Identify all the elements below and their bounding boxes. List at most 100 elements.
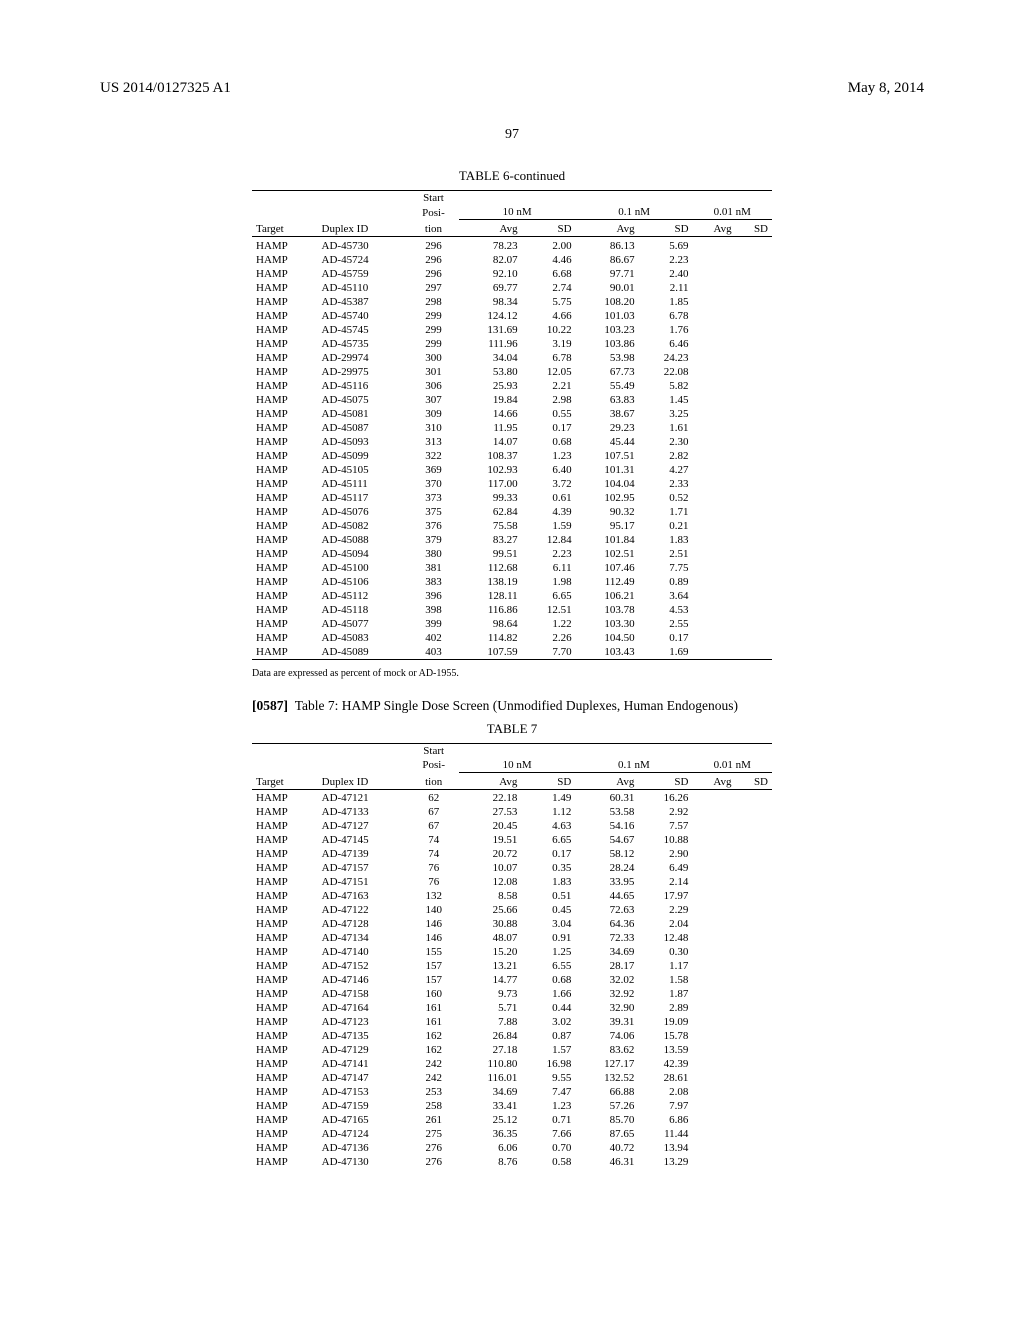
table7-title: TABLE 7 — [252, 721, 772, 737]
table-cell: HAMP — [252, 1015, 318, 1029]
table-cell: HAMP — [252, 295, 318, 309]
table-row: HAMPAD-4507637562.844.3990.321.71 — [252, 505, 772, 519]
table-cell: 6.49 — [638, 861, 692, 875]
table-row: HAMPAD-4508837983.2712.84101.841.83 — [252, 533, 772, 547]
table-cell — [693, 533, 736, 547]
table-cell: AD-45081 — [318, 407, 409, 421]
table-cell: AD-47163 — [318, 889, 409, 903]
table-cell: 32.02 — [575, 973, 638, 987]
table-cell: 53.58 — [575, 805, 638, 819]
table-cell — [736, 267, 772, 281]
table-cell — [736, 631, 772, 645]
table-cell: 15.78 — [638, 1029, 692, 1043]
table-cell: 2.30 — [639, 435, 693, 449]
table-cell: 146 — [408, 917, 459, 931]
table-cell: 30.88 — [459, 917, 521, 931]
table-cell: 45.44 — [576, 435, 639, 449]
col-10nM: 10 nM — [459, 205, 576, 220]
table-cell: 82.07 — [459, 253, 522, 267]
table-cell: 160 — [408, 987, 459, 1001]
table-row: HAMPAD-471336727.531.1253.582.92 — [252, 805, 772, 819]
table-cell: 66.88 — [575, 1085, 638, 1099]
table-cell — [692, 847, 735, 861]
table-cell: AD-47139 — [318, 847, 409, 861]
table-cell — [693, 309, 736, 323]
table-cell: 36.35 — [459, 1127, 521, 1141]
table-cell — [692, 1155, 735, 1169]
table-cell: AD-45099 — [318, 449, 409, 463]
table-cell: 111.96 — [459, 337, 522, 351]
table-row: HAMPAD-2997430034.046.7853.9824.23 — [252, 351, 772, 365]
table-cell: 381 — [408, 561, 458, 575]
table-cell: AD-47127 — [318, 819, 409, 833]
table-cell: 131.69 — [459, 323, 522, 337]
table-cell — [692, 1113, 735, 1127]
table-cell: 13.21 — [459, 959, 521, 973]
table-cell: 0.35 — [521, 861, 575, 875]
col-start-top: Start — [408, 191, 458, 206]
table-cell — [736, 533, 772, 547]
table-cell — [736, 1015, 772, 1029]
table-cell: 399 — [408, 617, 458, 631]
table-cell: 117.00 — [459, 477, 522, 491]
table-cell: HAMP — [252, 645, 318, 659]
table-cell: 54.16 — [575, 819, 638, 833]
table-cell: 6.11 — [522, 561, 576, 575]
table-cell: 0.17 — [522, 421, 576, 435]
table-row: HAMPAD-4509438099.512.23102.512.51 — [252, 547, 772, 561]
table-cell: HAMP — [252, 281, 318, 295]
table-cell — [692, 1099, 735, 1113]
table-cell: HAMP — [252, 959, 318, 973]
table-cell: 3.02 — [521, 1015, 575, 1029]
table-cell: 20.72 — [459, 847, 521, 861]
table-cell — [692, 959, 735, 973]
table-row: HAMPAD-4713414648.070.9172.3312.48 — [252, 931, 772, 945]
table-cell: 5.75 — [522, 295, 576, 309]
table-cell: 1.83 — [639, 533, 693, 547]
table-cell: 275 — [408, 1127, 459, 1141]
table-cell: HAMP — [252, 337, 318, 351]
table-cell: 2.82 — [639, 449, 693, 463]
col-start-bot: tion — [408, 222, 458, 237]
table-cell: AD-45088 — [318, 533, 409, 547]
table-cell — [693, 379, 736, 393]
table-cell — [736, 833, 772, 847]
table-cell — [736, 1127, 772, 1141]
table-cell: 2.23 — [639, 253, 693, 267]
table-cell: 19.51 — [459, 833, 521, 847]
table-cell: 253 — [408, 1085, 459, 1099]
table-cell — [736, 617, 772, 631]
table-cell: 2.89 — [638, 1001, 692, 1015]
table-cell: AD-47123 — [318, 1015, 409, 1029]
table-cell: AD-45110 — [318, 281, 409, 295]
table-cell: 67 — [408, 805, 459, 819]
table-cell: 74 — [408, 847, 459, 861]
table-cell: 26.84 — [459, 1029, 521, 1043]
table-cell: 62.84 — [459, 505, 522, 519]
table-cell: 6.86 — [638, 1113, 692, 1127]
table-cell: AD-47130 — [318, 1155, 409, 1169]
table-cell: 16.26 — [638, 791, 692, 805]
table-cell — [693, 421, 736, 435]
table-cell: 1.69 — [639, 645, 693, 659]
table-cell: 140 — [408, 903, 459, 917]
table-cell: AD-45093 — [318, 435, 409, 449]
table-cell: 98.34 — [459, 295, 522, 309]
table-cell — [692, 791, 735, 805]
table-cell: HAMP — [252, 421, 318, 435]
table-cell: 3.72 — [522, 477, 576, 491]
table-cell — [736, 351, 772, 365]
table-cell: 2.74 — [522, 281, 576, 295]
table-cell: 1.98 — [522, 575, 576, 589]
table-cell: HAMP — [252, 463, 318, 477]
table-cell: 2.11 — [639, 281, 693, 295]
table-cell: 298 — [408, 295, 458, 309]
table-cell: AD-47151 — [318, 875, 409, 889]
table-cell: 0.51 — [521, 889, 575, 903]
table-cell: 6.46 — [639, 337, 693, 351]
table-cell: 5.82 — [639, 379, 693, 393]
table-cell: 7.70 — [522, 645, 576, 659]
table-cell: 53.80 — [459, 365, 522, 379]
table-cell — [736, 1071, 772, 1085]
table-cell: AD-47121 — [318, 791, 409, 805]
